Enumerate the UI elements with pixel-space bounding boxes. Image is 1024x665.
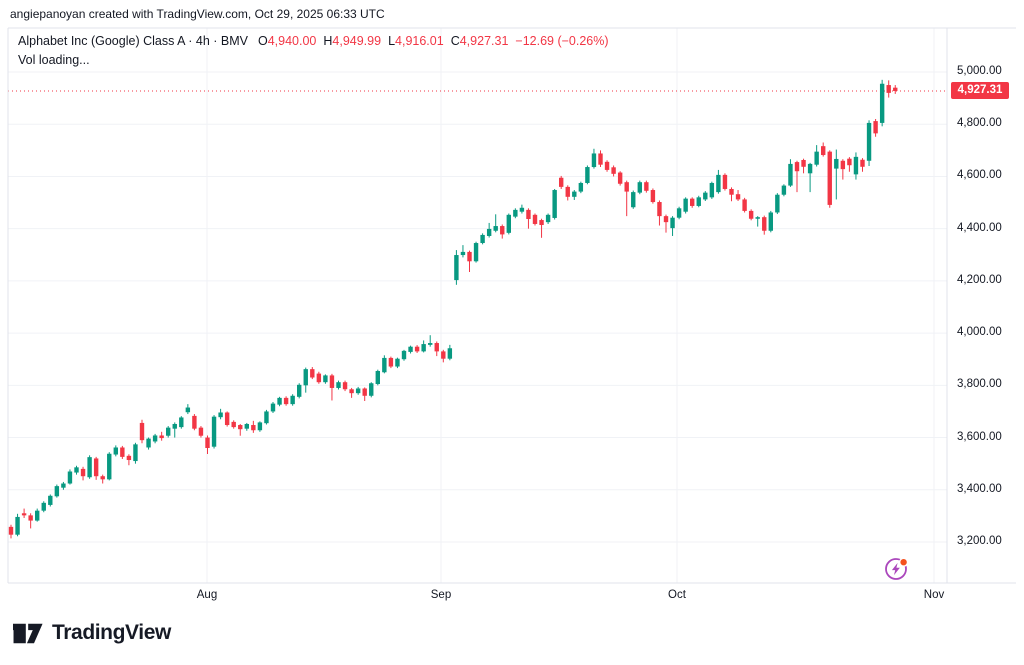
price-tick-label: 4,000.00 xyxy=(957,326,1002,339)
month-label: Nov xyxy=(923,589,945,601)
price-change: −12.69 (−0.26%) xyxy=(515,34,609,48)
month-label: Aug xyxy=(196,589,218,601)
tradingview-logo[interactable]: TradingView xyxy=(13,621,171,645)
logo-text: TradingView xyxy=(52,621,171,644)
time-scale[interactable]: Aug Sep Oct Nov xyxy=(0,583,947,610)
candles xyxy=(8,79,898,539)
lightning-bolt-icon xyxy=(891,562,900,576)
pane-borders xyxy=(7,27,1016,584)
ohlc-close: C4,927.31 xyxy=(450,34,509,48)
month-label: Sep xyxy=(430,589,452,601)
attribution-text: angiepanoyan created with TradingView.co… xyxy=(10,7,385,21)
price-tick-label: 4,200.00 xyxy=(957,273,1002,286)
price-tick-label: 4,600.00 xyxy=(957,169,1002,182)
alert-dot xyxy=(900,559,907,566)
ohlc-high: H4,949.99 xyxy=(323,34,382,48)
month-label: Oct xyxy=(668,589,686,601)
symbol-title[interactable]: Alphabet Inc (Google) Class A · 4h · BMV xyxy=(18,34,248,48)
chart-legend: Alphabet Inc (Google) Class A · 4h · BMV… xyxy=(18,33,609,68)
symbol-legend-row: Alphabet Inc (Google) Class A · 4h · BMV… xyxy=(18,33,609,49)
price-tick-label: 4,800.00 xyxy=(957,117,1002,130)
ohlc-open: O4,940.00 xyxy=(257,34,317,48)
ohlc-low: L4,916.01 xyxy=(388,34,444,48)
price-tick-label: 4,400.00 xyxy=(957,221,1002,234)
volume-legend: Vol loading... xyxy=(18,53,90,67)
last-price-badge: 4,927.31 xyxy=(951,82,1009,100)
gridlines xyxy=(8,28,947,583)
price-tick-label: 3,400.00 xyxy=(957,482,1002,495)
price-scale[interactable]: 4,927.31 5,000.00 4,800.00 4,600.00 4,400.0… xyxy=(947,28,1024,583)
flash-alert-icon[interactable] xyxy=(881,554,911,584)
flash-circle xyxy=(885,558,907,580)
price-tick-label: 3,800.00 xyxy=(957,378,1002,391)
price-tick-label: 3,600.00 xyxy=(957,430,1002,443)
price-tick-label: 5,000.00 xyxy=(957,65,1002,77)
price-tick-label: 3,200.00 xyxy=(957,535,1002,547)
tradingview-logo-icon xyxy=(13,623,43,643)
